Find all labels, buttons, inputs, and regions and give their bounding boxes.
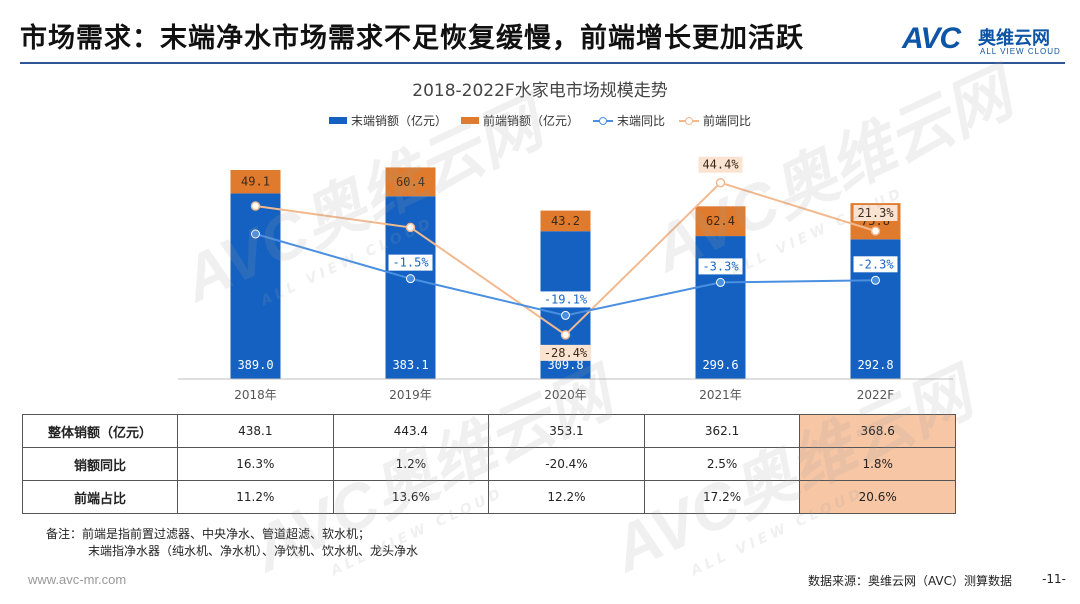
table-cell: 12.2% bbox=[488, 480, 645, 514]
legend-item-terminal-yoy: 末端同比 bbox=[593, 112, 665, 129]
chart-legend: 末端销额（亿元） 前端销额（亿元） 末端同比 前端同比 bbox=[0, 112, 1080, 129]
x-tick-label: 2020年 bbox=[544, 388, 587, 402]
x-tick-label: 2018年 bbox=[234, 388, 277, 402]
label-front-0: 49.1 bbox=[241, 175, 270, 189]
label-front-1: 60.4 bbox=[396, 175, 425, 189]
footer-source: 数据来源：奥维云网（AVC）测算数据 bbox=[807, 574, 1012, 588]
legend-item-front-yoy: 前端同比 bbox=[679, 112, 751, 129]
legend-swatch-terminal-sales bbox=[328, 117, 347, 124]
legend-label-terminal-yoy: 末端同比 bbox=[617, 114, 666, 128]
legend-item-terminal-sales: 末端销额（亿元） bbox=[328, 112, 447, 129]
label-terminal-yoy-4-bg bbox=[853, 256, 898, 273]
label-front-yoy-4: 21.3% bbox=[857, 206, 894, 220]
bar-front-0 bbox=[230, 170, 281, 194]
label-terminal-yoy-2: -19.1% bbox=[544, 292, 588, 306]
logo-en: ALL VIEW CLOUD bbox=[980, 47, 1061, 56]
table-cell: 2.5% bbox=[643, 447, 801, 481]
legend-swatch-front-yoy bbox=[679, 116, 700, 126]
table-cell: 362.1 bbox=[643, 414, 801, 448]
note-line-1: 前端是指前置过滤器、中央净水、管道超滤、软水机； bbox=[82, 527, 371, 541]
label-terminal-0: 389.0 bbox=[237, 358, 273, 372]
table-cell: 17.2% bbox=[643, 480, 801, 514]
footer-url[interactable]: www.avc-mr.com bbox=[28, 572, 127, 587]
summary-table: 整体销额（亿元） 438.1 443.4 353.1 362.1 368.6 销额同比 16.… bbox=[22, 414, 956, 514]
point-terminal-yoy-3 bbox=[716, 277, 725, 287]
label-front-3: 62.4 bbox=[706, 214, 735, 228]
point-terminal-yoy-4 bbox=[871, 275, 880, 285]
label-front-2: 43.2 bbox=[551, 214, 580, 228]
legend-swatch-terminal-yoy bbox=[593, 116, 613, 126]
chart-title: 2018-2022F水家电市场规模走势 bbox=[412, 81, 668, 101]
table-cell: 16.3% bbox=[177, 447, 334, 481]
point-front-yoy-0 bbox=[250, 201, 261, 211]
label-front-yoy-4-bg bbox=[853, 204, 898, 221]
table-cell: 13.6% bbox=[332, 480, 490, 514]
market-size-chart: 2018年 2019年 2020年 2021年 2022F 389.0 49.1 383.1 6… bbox=[178, 156, 953, 402]
bar-front-3 bbox=[695, 206, 746, 237]
point-terminal-yoy-1 bbox=[406, 274, 415, 284]
table-cell: 353.1 bbox=[488, 414, 645, 448]
bar-terminal-0 bbox=[230, 193, 281, 379]
table-cell: -20.4% bbox=[488, 447, 645, 481]
label-terminal-yoy-3: -3.3% bbox=[702, 259, 739, 273]
table-cell: 11.2% bbox=[177, 480, 334, 514]
legend-swatch-front-sales bbox=[460, 117, 479, 124]
label-front-yoy-3: 44.4% bbox=[702, 158, 739, 172]
legend-item-front-sales: 前端销额（亿元） bbox=[460, 112, 579, 129]
point-front-yoy-4 bbox=[870, 226, 881, 236]
note-prefix: 备注： bbox=[46, 527, 83, 541]
table-cell: 368.6 bbox=[799, 414, 956, 448]
table-row: 销额同比 16.3% 1.2% -20.4% 2.5% 1.8% bbox=[22, 447, 956, 481]
table-row-label: 整体销额（亿元） bbox=[22, 414, 178, 448]
label-terminal-yoy-1-bg bbox=[388, 254, 433, 271]
point-front-yoy-3 bbox=[715, 177, 726, 188]
label-front-yoy-2-bg bbox=[539, 344, 592, 361]
page-number: -11- bbox=[1042, 572, 1066, 586]
note-line-2: 末端指净水器（纯水机、净水机）、净饮机、饮水机、龙头净水 bbox=[88, 544, 419, 558]
point-terminal-yoy-0 bbox=[251, 229, 260, 239]
table-cell: 438.1 bbox=[177, 414, 334, 448]
point-front-yoy-1 bbox=[405, 222, 416, 233]
legend-label-terminal-sales: 末端销额（亿元） bbox=[350, 114, 447, 128]
label-terminal-yoy-3-bg bbox=[698, 258, 743, 275]
x-tick-label: 2021年 bbox=[699, 388, 742, 402]
legend-label-front-yoy: 前端同比 bbox=[703, 114, 752, 128]
logo-cn: 奥维云网 bbox=[978, 28, 1050, 49]
avc-logo: AVC 奥维云网 ALL VIEW CLOUD bbox=[902, 22, 1062, 58]
point-front-yoy-2 bbox=[560, 330, 571, 340]
table-cell: 1.2% bbox=[332, 447, 490, 481]
label-terminal-4: 292.8 bbox=[857, 358, 893, 372]
bar-front-2 bbox=[540, 210, 591, 232]
table-cell: 1.8% bbox=[799, 447, 956, 481]
legend-label-front-sales: 前端销额（亿元） bbox=[482, 114, 579, 128]
label-front-yoy-2: -28.4% bbox=[544, 346, 588, 360]
table-row-label: 前端占比 bbox=[22, 480, 178, 514]
logo-mark: AVC bbox=[902, 22, 961, 55]
x-tick-label: 2022F bbox=[857, 388, 895, 402]
label-terminal-yoy-2-bg bbox=[539, 291, 592, 308]
x-tick-label: 2019年 bbox=[389, 388, 432, 402]
label-terminal-yoy-4: -2.3% bbox=[857, 257, 894, 271]
label-front-yoy-3-bg bbox=[698, 156, 743, 173]
table-row: 前端占比 11.2% 13.6% 12.2% 17.2% 20.6% bbox=[22, 480, 956, 514]
point-terminal-yoy-2 bbox=[561, 310, 570, 320]
note: 备注：前端是指前置过滤器、中央净水、管道超滤、软水机； 末端指净水器（纯水机、净… bbox=[46, 526, 418, 560]
title-divider bbox=[20, 62, 1065, 64]
label-terminal-yoy-1: -1.5% bbox=[392, 256, 429, 270]
table-row: 整体销额（亿元） 438.1 443.4 353.1 362.1 368.6 bbox=[22, 414, 956, 448]
table-cell: 20.6% bbox=[799, 480, 956, 514]
page-title: 市场需求：末端净水市场需求不足恢复缓慢，前端增长更加活跃 bbox=[20, 23, 804, 54]
table-cell: 443.4 bbox=[332, 414, 490, 448]
label-terminal-3: 299.6 bbox=[702, 358, 738, 372]
table-row-label: 销额同比 bbox=[22, 447, 178, 481]
label-terminal-2: 309.8 bbox=[547, 358, 583, 372]
label-terminal-1: 383.1 bbox=[392, 358, 428, 372]
bar-front-1 bbox=[385, 167, 436, 197]
